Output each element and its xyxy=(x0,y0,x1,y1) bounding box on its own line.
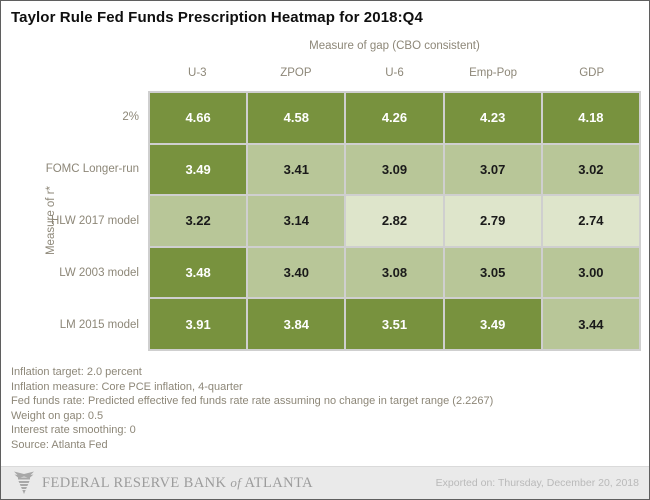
footnote-line: Inflation target: 2.0 percent xyxy=(11,366,142,378)
heatmap-cell: 3.91 xyxy=(150,299,247,349)
footnotes: Inflation target: 2.0 percent Inflation m… xyxy=(11,365,493,453)
footer-bar: FEDERAL RESERVE BANK of ATLANTA Exported… xyxy=(1,466,649,499)
heatmap-grid: 4.66 4.58 4.26 4.23 4.18 3.49 3.41 3.09 3.07 3.02… xyxy=(148,91,641,351)
heatmap-cell: 4.58 xyxy=(248,93,345,143)
heatmap-cell: 3.40 xyxy=(248,247,345,298)
footnote-line: Fed funds rate: Predicted effective fed … xyxy=(11,395,494,408)
page-title: Taylor Rule Fed Funds Prescription Heatm… xyxy=(11,9,423,26)
heatmap-cell: 2.79 xyxy=(444,196,541,246)
heatmap-cell: 3.08 xyxy=(346,247,443,298)
column-label: ZPOP xyxy=(280,67,312,79)
column-label: U-3 xyxy=(188,67,207,79)
footnote-line: Weight on gap: 0.5 xyxy=(11,409,104,422)
heatmap-cell: 3.41 xyxy=(248,144,345,195)
heatmap-cell: 2.82 xyxy=(346,196,443,246)
heatmap-cell: 4.26 xyxy=(346,93,443,143)
row-label: FOMC Longer-run xyxy=(45,163,139,175)
row-label: HLW 2017 model xyxy=(51,215,139,227)
heatmap-cell: 3.09 xyxy=(346,144,443,195)
column-label: Emp-Pop xyxy=(469,67,518,79)
heatmap-cell: 3.07 xyxy=(444,144,541,195)
heatmap-cell: 3.49 xyxy=(150,144,247,195)
exported-on-label: Exported on: Thursday, December 20, 2018 xyxy=(435,477,639,489)
heatmap-cell: 3.44 xyxy=(542,299,639,349)
row-label: LM 2015 model xyxy=(59,319,139,331)
footnote-line: Source: Atlanta Fed xyxy=(11,438,108,451)
heatmap-cell: 3.48 xyxy=(150,247,247,298)
heatmap-cell: 4.66 xyxy=(150,93,247,143)
footnote-line: Interest rate smoothing: 0 xyxy=(11,424,136,437)
heatmap-cell: 3.51 xyxy=(346,299,443,349)
heatmap-cell: 3.00 xyxy=(542,247,639,298)
atlanta-fed-logo: FEDERAL RESERVE BANK of ATLANTA xyxy=(13,471,313,495)
row-axis-label: Measure of r* xyxy=(45,186,57,256)
heatmap-cell: 3.05 xyxy=(444,247,541,298)
heatmap-cell: 3.22 xyxy=(150,196,247,246)
column-axis-label: Measure of gap (CBO consistent) xyxy=(309,40,480,52)
atlanta-fed-logo-text: FEDERAL RESERVE BANK of ATLANTA xyxy=(42,475,313,492)
heatmap-cell: 2.74 xyxy=(542,196,639,246)
heatmap-cell: 3.84 xyxy=(248,299,345,349)
heatmap-cell: 4.23 xyxy=(444,93,541,143)
row-axis-label-wrap: Measure of r* xyxy=(43,91,59,351)
logo-text-of: of xyxy=(230,474,242,490)
heatmap-cell: 3.49 xyxy=(444,299,541,349)
logo-text-pre: FEDERAL RESERVE BANK xyxy=(42,474,227,491)
column-label: GDP xyxy=(579,67,605,79)
row-label: LW 2003 model xyxy=(59,267,139,279)
heatmap-cell: 3.14 xyxy=(248,196,345,246)
row-labels: 2% FOMC Longer-run HLW 2017 model LW 2003 m… xyxy=(1,91,139,351)
footnote-line: Inflation measure: Core PCE inflation, 4… xyxy=(11,380,243,393)
column-labels: U-3 ZPOP U-6 Emp-Pop GDP xyxy=(148,67,641,79)
atlanta-fed-eagle-icon xyxy=(13,471,35,495)
heatmap-cell: 3.02 xyxy=(542,144,639,195)
row-label: 2% xyxy=(122,111,139,123)
heatmap-cell: 4.18 xyxy=(542,93,639,143)
logo-text-post: ATLANTA xyxy=(244,474,314,491)
column-label: U-6 xyxy=(385,67,404,79)
